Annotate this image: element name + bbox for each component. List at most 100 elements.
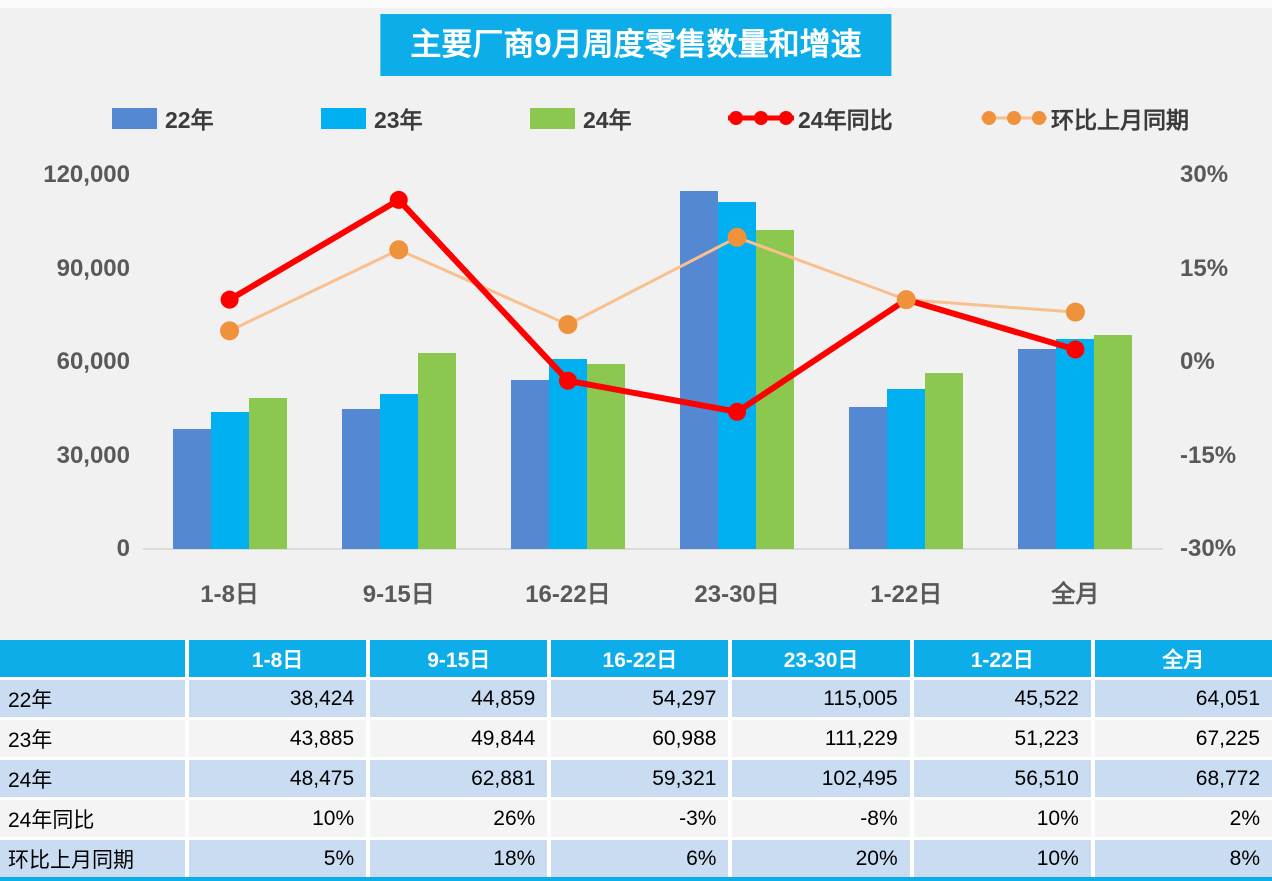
legend-swatch-icon xyxy=(321,107,366,129)
bar-23年-9-15日 xyxy=(379,393,418,549)
marker-环比上月同期-9-15日 xyxy=(389,240,409,260)
table-cell: 20% xyxy=(728,837,910,877)
table-header-9-15日: 9-15日 xyxy=(366,640,548,677)
table-cell: 38,424 xyxy=(185,677,367,717)
left-axis-tick: 0 xyxy=(116,535,130,562)
bar-23年-16-22日 xyxy=(548,358,587,549)
bar-22年-全月 xyxy=(1018,349,1057,549)
row-label: 23年 xyxy=(0,717,185,757)
left-axis-tick: 120,000 xyxy=(43,161,130,188)
x-axis-label-23-30日: 23-30日 xyxy=(694,581,780,608)
bar-24年-16-22日 xyxy=(586,364,625,549)
table-cell: 54,297 xyxy=(547,677,729,717)
legend-label: 环比上月同期 xyxy=(1051,107,1189,133)
bar-22年-1-22日 xyxy=(849,407,888,549)
bar-24年-1-8日 xyxy=(248,397,287,549)
marker-24年同比-1-8日 xyxy=(220,290,239,309)
legend-swatch-icon xyxy=(530,107,575,129)
table-cell: -3% xyxy=(547,797,729,837)
marker-24年同比-9-15日 xyxy=(389,190,408,209)
data-table-header: 1-8日 9-15日 16-22日 23-30日 1-22日 全月 xyxy=(0,640,1272,677)
line-环比上月同期 xyxy=(228,235,1076,333)
table-cell: 2% xyxy=(1090,797,1272,837)
left-axis-tick: 60,000 xyxy=(56,348,130,375)
marker-环比上月同期-1-22日 xyxy=(896,290,916,310)
legend-line-marker-icon xyxy=(981,111,1047,125)
table-cell: 49,844 xyxy=(366,717,548,757)
row-label: 22年 xyxy=(0,677,185,717)
table-row-环比上月同期: 环比上月同期 5% 18% 6% 20% 10% 8% xyxy=(0,837,1272,877)
bar-23年-1-22日 xyxy=(887,389,926,549)
right-axis-tick: 15% xyxy=(1180,254,1229,282)
table-cell: 26% xyxy=(366,797,548,837)
table-cell: 59,321 xyxy=(547,757,729,797)
left-axis-tick: 90,000 xyxy=(56,254,130,282)
row-label: 24年同比 xyxy=(0,797,185,837)
table-cell: 18% xyxy=(366,837,548,877)
bar-22年-9-15日 xyxy=(341,409,380,549)
bar-23年-1-8日 xyxy=(210,412,249,549)
data-table: 1-8日 9-15日 16-22日 23-30日 1-22日 全月 22年 38,424 44… xyxy=(0,640,1272,877)
table-cell: 51,223 xyxy=(909,717,1091,757)
right-axis-tick: -30% xyxy=(1180,535,1237,562)
table-row-24年: 24年 48,475 62,881 59,321 102,495 56,510 68,772 xyxy=(0,757,1272,797)
row-label: 环比上月同期 xyxy=(0,837,185,877)
table-cell: 10% xyxy=(909,797,1091,837)
table-header-全月: 全月 xyxy=(1090,640,1272,677)
table-cell: 60,988 xyxy=(547,717,729,757)
table-cell: 43,885 xyxy=(185,717,367,757)
bar-24年-9-15日 xyxy=(417,353,456,549)
legend-item-3: 24年同比 xyxy=(728,98,893,138)
left-axis-tick: 30,000 xyxy=(56,441,130,469)
row-label: 24年 xyxy=(0,757,185,797)
table-header-23-30日: 23-30日 xyxy=(728,640,910,677)
x-axis-label-9-15日: 9-15日 xyxy=(362,581,435,608)
legend-item-4: 环比上月同期 xyxy=(981,98,1189,138)
marker-环比上月同期-全月 xyxy=(1065,302,1085,322)
legend-label: 24年同比 xyxy=(798,107,893,133)
bar-22年-16-22日 xyxy=(510,379,549,549)
table-cell: 44,859 xyxy=(366,677,548,717)
bar-24年-全月 xyxy=(1094,334,1133,549)
legend-item-0: 22年 xyxy=(112,98,214,138)
table-cell: 48,475 xyxy=(185,757,367,797)
top-margin-strip xyxy=(0,0,1272,8)
table-cell: -8% xyxy=(728,797,910,837)
table-cell: 10% xyxy=(909,837,1091,877)
right-axis-tick: 30% xyxy=(1180,161,1229,188)
table-cell: 45,522 xyxy=(909,677,1091,717)
legend-label: 23年 xyxy=(374,107,423,133)
table-cell: 102,495 xyxy=(728,757,910,797)
bar-23年-23-30日 xyxy=(718,202,757,549)
chart-title: 主要厂商9月周度零售数量和增速 xyxy=(380,14,892,76)
table-cell: 5% xyxy=(185,837,367,877)
table-bottom-border xyxy=(0,877,1272,881)
table-corner-cell xyxy=(0,640,185,677)
bar-22年-1-8日 xyxy=(172,429,211,549)
x-axis-label-1-22日: 1-22日 xyxy=(870,581,943,608)
bar-24年-23-30日 xyxy=(756,229,795,549)
legend-item-1: 23年 xyxy=(321,98,423,138)
right-axis-tick: 0% xyxy=(1180,348,1215,375)
chart-legend: 22年 23年 24年 24年同比 环比上月同期 xyxy=(0,98,1272,138)
marker-环比上月同期-16-22日 xyxy=(558,315,578,335)
x-axis-label-全月: 全月 xyxy=(1051,581,1100,608)
table-cell: 67,225 xyxy=(1090,717,1272,757)
legend-item-2: 24年 xyxy=(530,98,632,138)
bar-22年-23-30日 xyxy=(680,190,719,549)
bar-23年-全月 xyxy=(1056,339,1095,549)
table-header-1-8日: 1-8日 xyxy=(185,640,367,677)
x-axis-label-1-8日: 1-8日 xyxy=(200,581,259,608)
right-axis-tick: -15% xyxy=(1180,441,1237,469)
x-axis-label-16-22日: 16-22日 xyxy=(525,581,611,608)
legend-label: 22年 xyxy=(165,107,214,133)
x-axis-line xyxy=(143,548,1163,550)
legend-line-marker-icon xyxy=(728,111,794,125)
table-cell: 115,005 xyxy=(728,677,910,717)
table-cell: 8% xyxy=(1090,837,1272,877)
table-cell: 68,772 xyxy=(1090,757,1272,797)
table-cell: 6% xyxy=(547,837,729,877)
legend-swatch-icon xyxy=(112,107,157,129)
marker-环比上月同期-1-8日 xyxy=(220,321,240,341)
legend-label: 24年 xyxy=(583,107,632,133)
